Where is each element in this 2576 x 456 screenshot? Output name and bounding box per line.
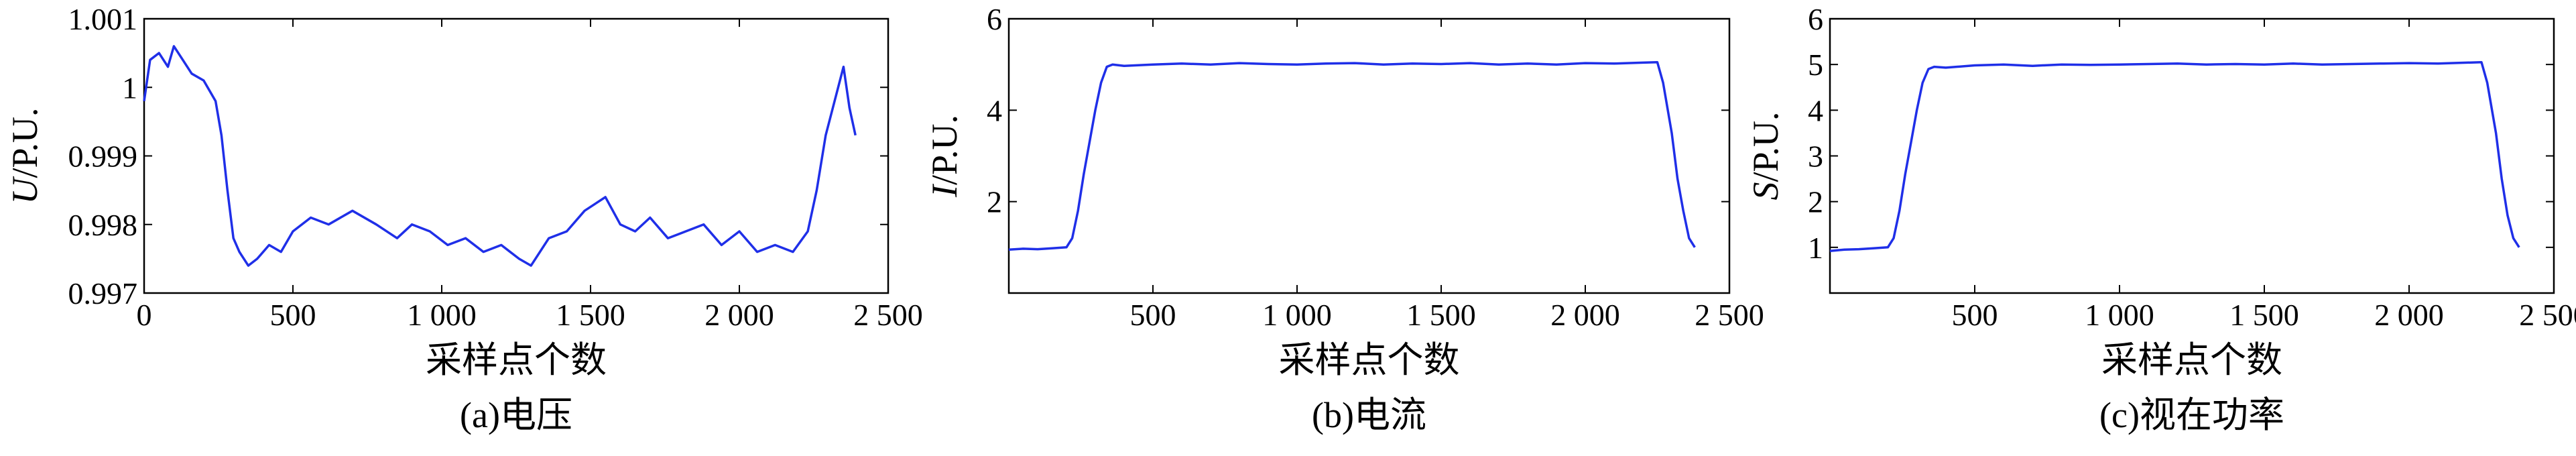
x-tick-label: 1 000 — [2085, 298, 2154, 332]
y-tick-label: 3 — [1808, 139, 1823, 174]
y-tick-label: 5 — [1808, 48, 1823, 82]
y-axis-label: S/P.U. — [1745, 111, 1786, 200]
x-tick-label: 0 — [137, 298, 152, 332]
x-tick-label: 2 000 — [1550, 298, 1620, 332]
series-line-0 — [143, 45, 857, 267]
y-axis-unit: /P.U. — [5, 107, 45, 178]
y-tick-label: 6 — [1808, 2, 1823, 36]
x-axis-label: 采样点个数 — [426, 340, 607, 380]
x-tick-label: 1 500 — [2229, 298, 2299, 332]
y-tick-label: 0.997 — [68, 276, 138, 310]
x-tick-label: 1 000 — [1262, 298, 1332, 332]
y-axis-unit: /P.U. — [924, 115, 965, 185]
chart-caption: (c)视在功率 — [2099, 395, 2284, 435]
y-axis-variable: I — [924, 183, 965, 198]
series-line-0 — [1829, 61, 2520, 253]
y-axis-unit: /P.U. — [1745, 111, 1786, 182]
y-tick-label: 6 — [987, 2, 1002, 36]
y-tick-label: 4 — [987, 93, 1002, 127]
y-tick-label: 2 — [1808, 185, 1823, 219]
x-tick-label: 500 — [270, 298, 316, 332]
x-tick-label: 2 000 — [704, 298, 774, 332]
plot-frame — [143, 17, 890, 294]
x-tick-label: 2 000 — [2374, 298, 2444, 332]
y-tick-label: 2 — [987, 185, 1002, 219]
chart-panel-1: 500 1 000 1 500 2 000 2 500 2 4 6 采样点个数 (b)电流 I/P.… — [924, 2, 1764, 435]
y-axis-label: U/P.U. — [5, 107, 45, 204]
y-axis-label: I/P.U. — [924, 115, 965, 198]
x-tick-label: 2 500 — [853, 298, 923, 332]
chart-caption: (a)电压 — [460, 395, 572, 435]
y-tick-label: 0.999 — [68, 139, 138, 174]
x-axis-label: 采样点个数 — [1279, 340, 1460, 380]
chart-panel-2: 500 1 000 1 500 2 000 2 500 1 2 3 4 5 6 采样点个数 (c)视在功… — [1745, 2, 2576, 435]
y-tick-label: 1 — [122, 70, 137, 105]
y-axis-variable: S — [1745, 182, 1786, 201]
x-axis-label: 采样点个数 — [2101, 340, 2282, 380]
y-tick-label: 1 — [1808, 231, 1823, 265]
x-tick-label: 500 — [1952, 298, 1998, 332]
x-tick-label: 500 — [1130, 298, 1176, 332]
x-tick-label: 1 500 — [556, 298, 625, 332]
y-tick-label: 4 — [1808, 93, 1823, 127]
series-line-0 — [1008, 61, 1696, 251]
plot-frame — [1829, 17, 2555, 294]
x-tick-label: 1 000 — [407, 298, 477, 332]
x-tick-label: 1 500 — [1406, 298, 1476, 332]
chart-caption: (b)电流 — [1312, 395, 1426, 435]
y-tick-label: 0.998 — [68, 208, 138, 242]
y-tick-label: 1.001 — [68, 2, 138, 36]
y-axis-variable: U — [5, 176, 45, 205]
x-tick-label: 2 500 — [1695, 298, 1764, 332]
x-tick-label: 2 500 — [2519, 298, 2576, 332]
chart-panel-0: 0 500 1 000 1 500 2 000 2 500 0.997 0.998 0.999 1… — [5, 2, 923, 435]
plot-frame — [1007, 17, 1731, 294]
